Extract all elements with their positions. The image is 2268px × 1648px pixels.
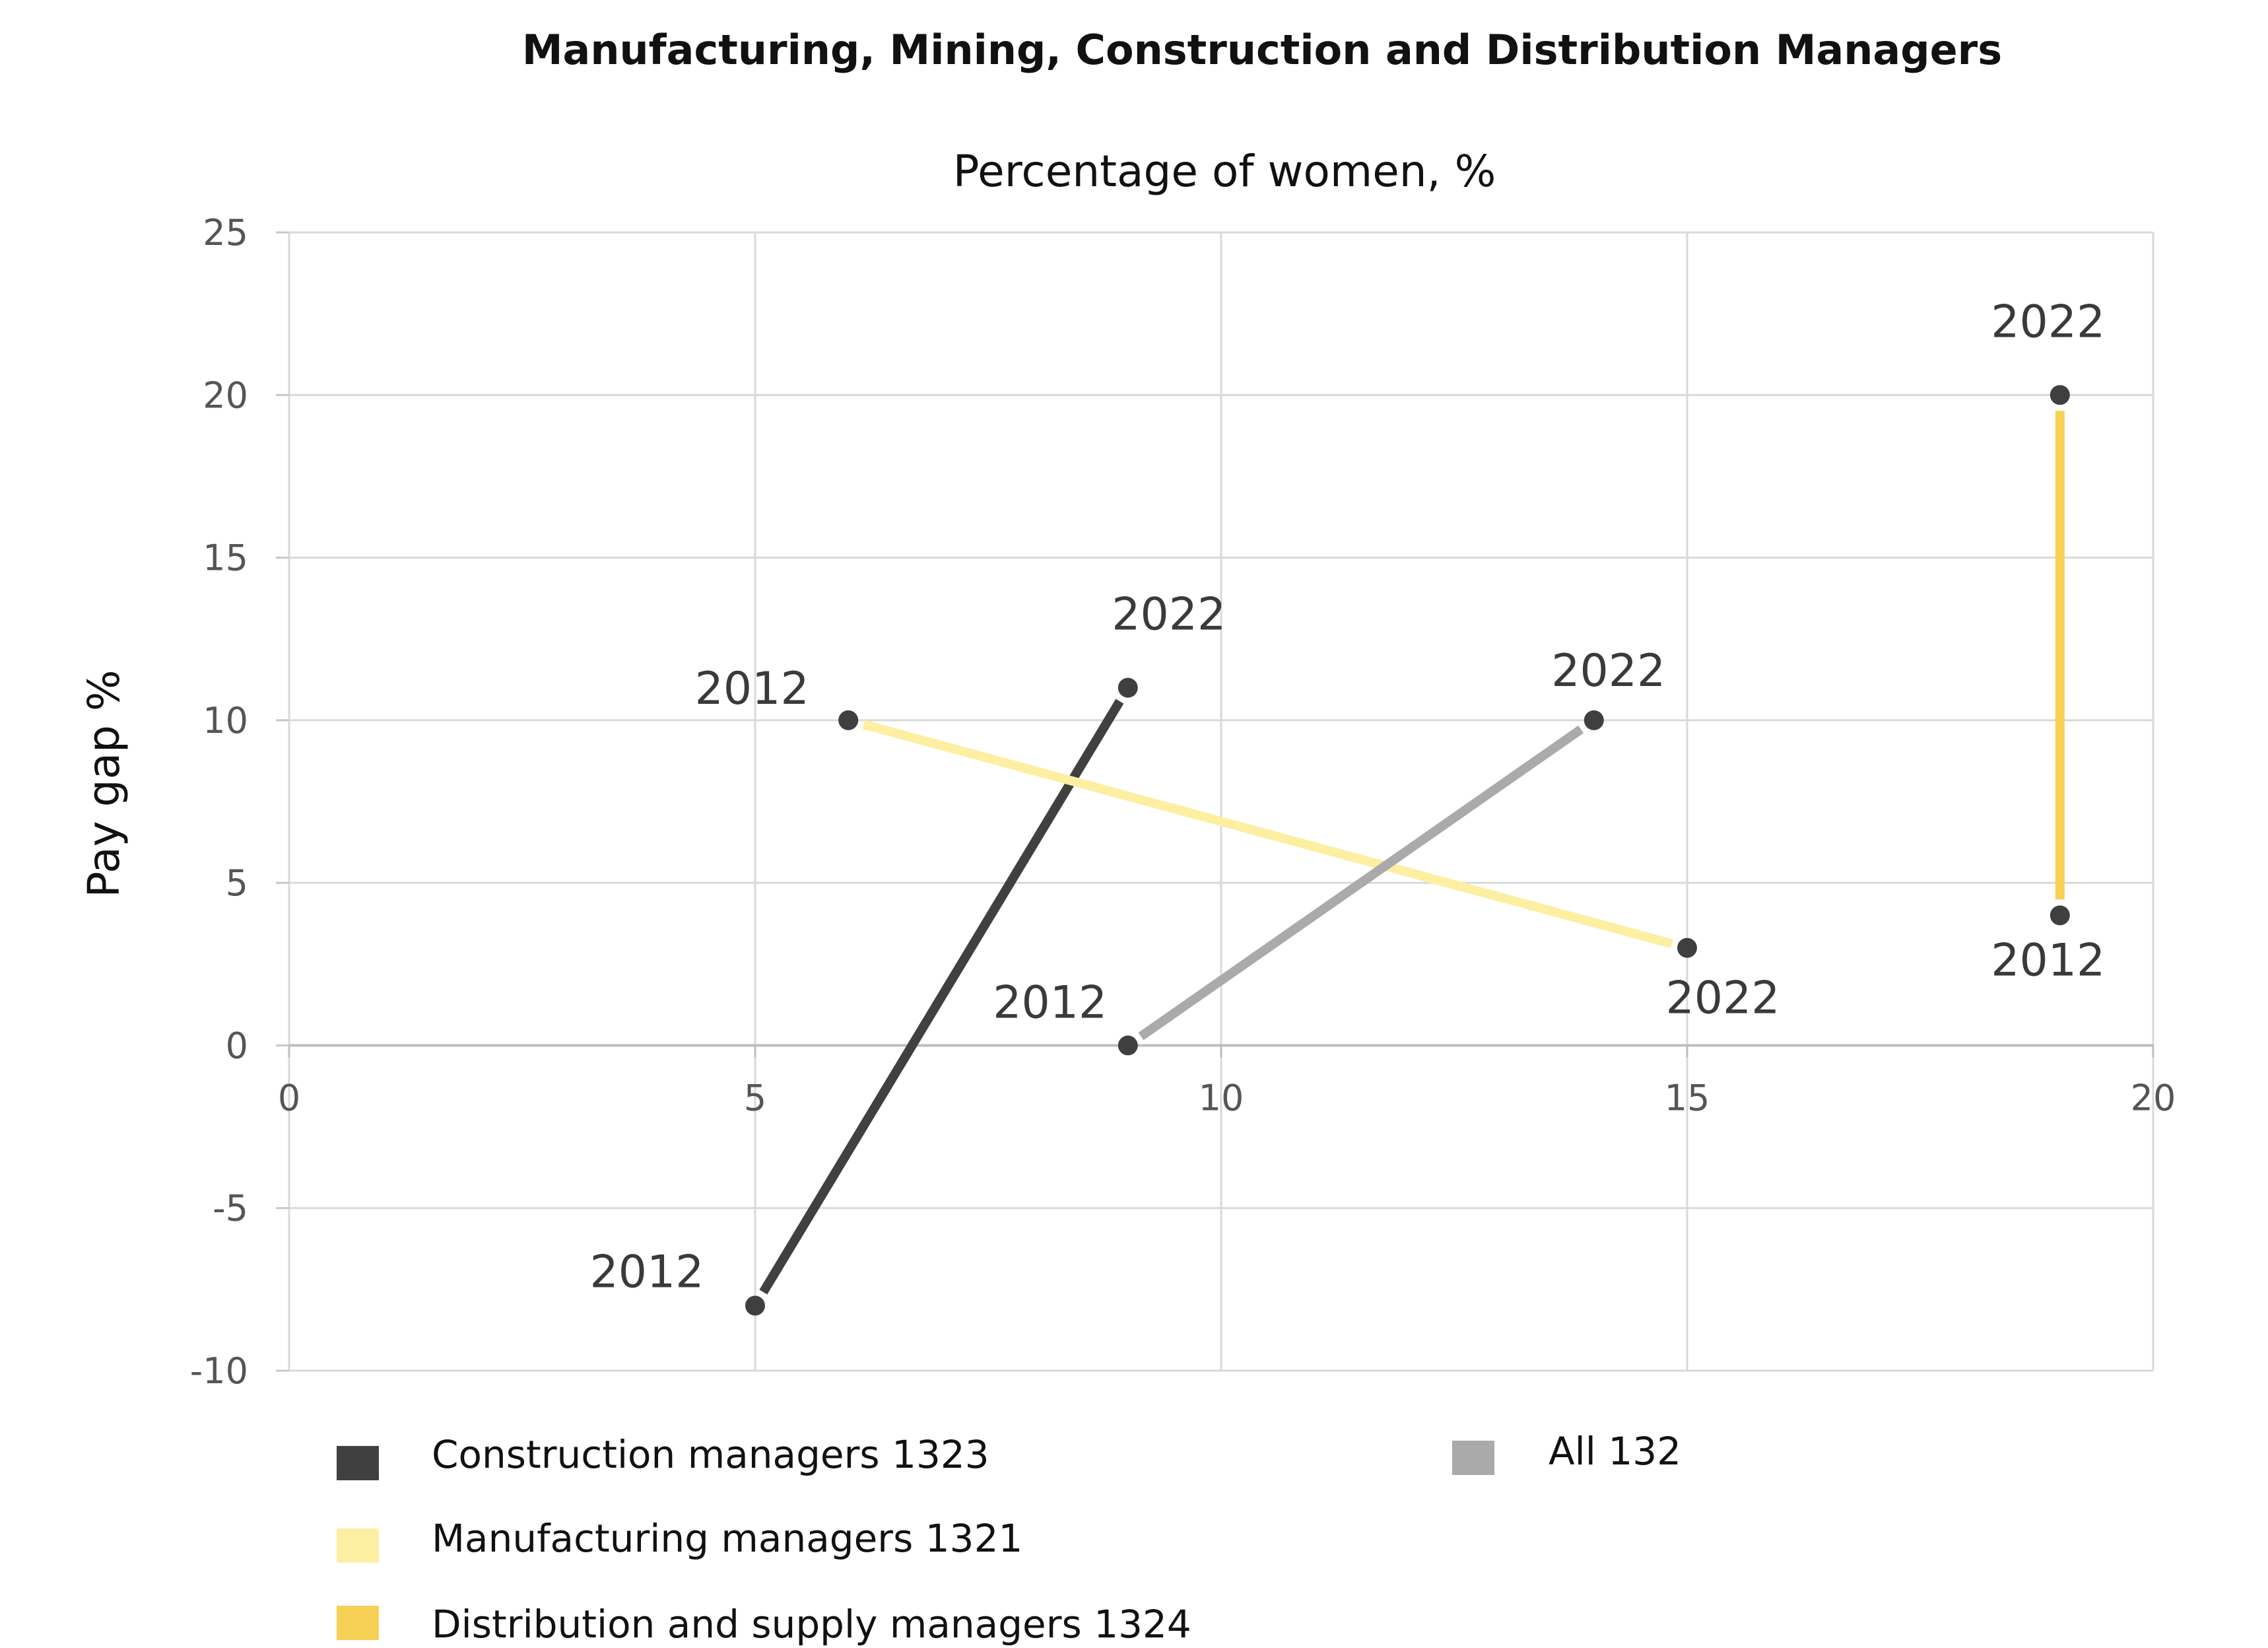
data-points bbox=[745, 385, 2070, 1316]
legend-swatch bbox=[337, 1446, 379, 1480]
x-tick-label: 15 bbox=[1665, 1077, 1710, 1118]
tick-labels: -10 -5 0 5 10 15 20 25 0 5 10 15 20 bbox=[190, 212, 2176, 1392]
legend-swatch bbox=[1452, 1441, 1494, 1475]
legend-label: All 132 bbox=[1549, 1429, 1681, 1474]
data-point bbox=[745, 1295, 765, 1316]
point-year-label: 2012 bbox=[589, 1246, 704, 1298]
point-year-label: 2022 bbox=[1665, 973, 1780, 1025]
data-point bbox=[1677, 938, 1697, 958]
point-year-label: 2012 bbox=[993, 977, 1107, 1029]
legend-swatch bbox=[337, 1606, 379, 1640]
legend-swatch bbox=[337, 1528, 379, 1563]
data-point bbox=[2050, 385, 2070, 405]
legend-label: Manufacturing managers 1321 bbox=[432, 1516, 1022, 1561]
data-point bbox=[1117, 677, 1138, 698]
y-tick-label: 25 bbox=[203, 212, 248, 254]
point-annotations: 2012 2022 2012 2022 2012 2022 2012 2022 bbox=[589, 296, 2105, 1298]
point-year-label: 2012 bbox=[1991, 934, 2105, 986]
grid bbox=[288, 231, 2154, 1372]
point-year-label: 2012 bbox=[695, 663, 809, 715]
y-tick-label: 15 bbox=[203, 537, 248, 579]
x-axis-label: Percentage of women, % bbox=[953, 146, 1496, 197]
y-tick-label: -5 bbox=[213, 1188, 248, 1229]
y-tick-label: 5 bbox=[226, 862, 248, 904]
chart-title: Manufacturing, Mining, Construction and … bbox=[522, 26, 2002, 74]
point-year-label: 2022 bbox=[1551, 645, 1665, 697]
data-point bbox=[1117, 1035, 1138, 1056]
x-tick-label: 0 bbox=[278, 1077, 300, 1118]
point-year-label: 2022 bbox=[1991, 296, 2105, 348]
x-tick-label: 10 bbox=[1199, 1077, 1244, 1118]
x-tick-label: 5 bbox=[744, 1077, 766, 1118]
data-point bbox=[838, 710, 859, 730]
data-point bbox=[1584, 710, 1604, 730]
y-tick-label: 0 bbox=[226, 1025, 248, 1066]
y-tick-label: 10 bbox=[203, 700, 248, 741]
legend-label: Construction managers 1323 bbox=[432, 1432, 989, 1477]
legend: Construction managers 1323 Manufacturing … bbox=[337, 1429, 1681, 1647]
axes bbox=[276, 231, 2154, 1372]
x-tick-label: 20 bbox=[2131, 1077, 2176, 1118]
y-tick-label: 20 bbox=[203, 374, 248, 416]
y-axis-label: Pay gap % bbox=[79, 670, 129, 897]
data-point bbox=[2050, 905, 2070, 926]
point-year-label: 2022 bbox=[1112, 589, 1226, 641]
legend-label: Distribution and supply managers 1324 bbox=[432, 1602, 1191, 1647]
series-lines bbox=[759, 411, 2065, 1295]
series-line bbox=[862, 720, 1673, 949]
series-line bbox=[759, 699, 1124, 1295]
series-line bbox=[1138, 725, 1584, 1041]
y-tick-label: -10 bbox=[190, 1350, 248, 1392]
